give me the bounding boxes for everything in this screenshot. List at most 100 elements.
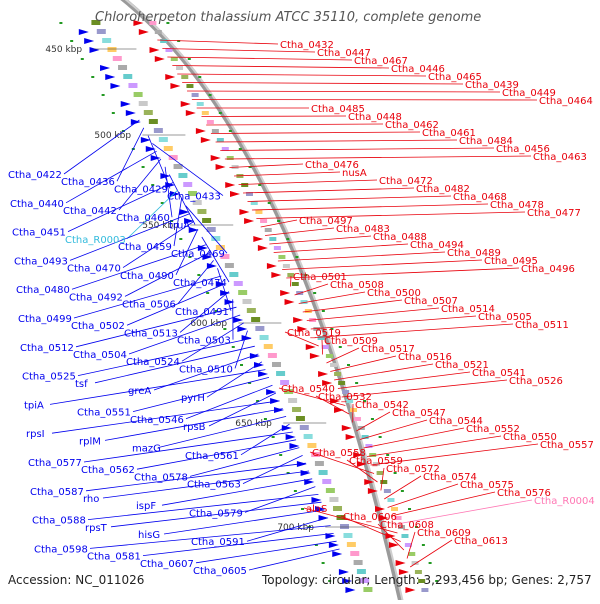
- gene-label-reverse[interactable]: Ctha_0598: [34, 544, 88, 555]
- gene-label-reverse[interactable]: Ctha_0459: [118, 242, 172, 253]
- leader-line: [265, 228, 334, 236]
- cog-category-block: [300, 425, 309, 430]
- gene-label-reverse[interactable]: tpiA: [24, 400, 44, 411]
- gene-label-reverse[interactable]: Ctha_0578: [134, 472, 188, 483]
- forward-gene-arrow: [244, 218, 254, 224]
- gene-label-reverse[interactable]: Ctha_0506: [122, 300, 176, 311]
- cog-category-block: [176, 66, 183, 70]
- cog-category-block: [276, 371, 285, 376]
- gene-label-reverse[interactable]: Ctha_0551: [77, 408, 131, 419]
- gene-label-forward[interactable]: Ctha_0477: [527, 208, 581, 219]
- gene-label-reverse[interactable]: mazG: [132, 444, 161, 455]
- forward-gene-arrow: [396, 560, 406, 566]
- gene-label-reverse[interactable]: Ctha_0513: [124, 328, 178, 339]
- gc-marker: [371, 418, 374, 420]
- reverse-gene-arrow: [131, 119, 141, 125]
- gene-label-reverse[interactable]: Ctha_0504: [73, 350, 127, 361]
- cog-category-block: [272, 362, 281, 367]
- gene-label-reverse[interactable]: Ctha_0524: [126, 357, 180, 368]
- gene-label-forward[interactable]: Ctha_0511: [515, 320, 569, 331]
- gene-label-reverse[interactable]: Ctha_0451: [12, 228, 66, 239]
- gene-label-reverse[interactable]: Ctha_0605: [193, 566, 247, 577]
- gene-label-reverse[interactable]: ispF: [136, 501, 156, 512]
- gene-label-reverse[interactable]: pyrH: [181, 393, 205, 404]
- cog-category-block: [387, 498, 394, 502]
- gene-label-reverse[interactable]: Ctha_0581: [87, 552, 141, 563]
- gc-marker: [279, 454, 282, 456]
- gene-label-forward[interactable]: Ctha_0526: [509, 376, 563, 387]
- gene-label-reverse[interactable]: rplM: [79, 436, 101, 447]
- cog-category-block: [292, 407, 301, 412]
- gene-label-reverse[interactable]: Ctha_0422: [8, 170, 62, 181]
- gene-label-reverse[interactable]: Ctha_0433: [167, 192, 221, 203]
- gene-label-reverse[interactable]: rpsI: [26, 429, 45, 440]
- gene-label-reverse[interactable]: Ctha_0440: [10, 199, 64, 210]
- gene-label-reverse[interactable]: Ctha_0579: [189, 508, 243, 519]
- leader-line: [211, 132, 420, 134]
- gene-label-reverse[interactable]: Ctha_0503: [177, 336, 231, 347]
- gene-label-reverse[interactable]: Ctha_0591: [191, 537, 245, 548]
- gene-label-reverse[interactable]: Ctha_0577: [28, 458, 82, 469]
- gene-label-reverse[interactable]: Ctha_0436: [61, 177, 115, 188]
- leader-line: [330, 356, 396, 372]
- gc-marker: [355, 382, 358, 384]
- gene-label-forward[interactable]: nusA: [342, 168, 367, 179]
- cog-category-block: [234, 281, 243, 286]
- gene-label-reverse[interactable]: Ctha_0607: [140, 559, 194, 570]
- gene-label-reverse[interactable]: rpsT: [85, 523, 108, 534]
- gene-label-forward[interactable]: Ctha_0557: [540, 440, 594, 451]
- gene-label-reverse[interactable]: Ctha_0562: [81, 465, 135, 476]
- gene-label-forward[interactable]: Ctha_0463: [533, 152, 587, 163]
- gc-marker: [112, 112, 115, 114]
- gene-label-reverse[interactable]: Ctha_0470: [67, 264, 121, 275]
- leader-line: [187, 91, 500, 92]
- cog-category-block: [384, 489, 391, 493]
- cog-category-block: [197, 102, 204, 106]
- gene-label-reverse[interactable]: truA: [169, 220, 190, 231]
- gene-label-reverse[interactable]: Ctha_0460: [116, 213, 170, 224]
- gene-label-reverse[interactable]: Ctha_0493: [14, 256, 68, 267]
- gene-label-forward[interactable]: Ctha_0464: [539, 96, 593, 107]
- cog-category-block: [343, 533, 352, 538]
- gene-label-forward[interactable]: Ctha_0613: [454, 536, 508, 547]
- gene-label-reverse[interactable]: rpsB: [183, 422, 206, 433]
- cog-category-block: [134, 92, 143, 97]
- cog-category-block: [264, 344, 273, 349]
- gene-label-reverse[interactable]: Ctha_0563: [187, 480, 241, 491]
- gene-label-forward[interactable]: Ctha_R0004: [534, 496, 595, 507]
- position-tick-label: 600 kbp: [190, 319, 227, 329]
- cog-category-block: [412, 561, 419, 565]
- reverse-gene-arrow: [329, 542, 339, 548]
- gene-label-reverse[interactable]: Ctha_0588: [32, 516, 86, 527]
- gene-label-reverse[interactable]: Ctha_0492: [69, 292, 123, 303]
- gene-label-reverse[interactable]: hisG: [138, 530, 160, 541]
- gene-label-reverse[interactable]: tsf: [75, 379, 88, 390]
- gene-label-reverse[interactable]: Ctha_0561: [185, 451, 239, 462]
- cog-category-block: [164, 146, 173, 151]
- leader-line: [225, 156, 531, 159]
- gene-label-reverse[interactable]: rho: [83, 494, 99, 505]
- gene-label-reverse[interactable]: Ctha_0491: [175, 307, 229, 318]
- leader-line: [388, 484, 458, 508]
- gene-label-reverse[interactable]: Ctha_0429: [114, 184, 168, 195]
- reverse-gene-arrow: [151, 155, 161, 161]
- gene-label-reverse[interactable]: greA: [128, 386, 151, 397]
- gene-label-forward[interactable]: Ctha_0496: [521, 264, 575, 275]
- gene-label-reverse[interactable]: Ctha_0469: [171, 249, 225, 260]
- gene-label-reverse[interactable]: Ctha_0474: [173, 278, 227, 289]
- gene-label-reverse[interactable]: Ctha_R0003: [65, 235, 126, 246]
- gene-label-reverse[interactable]: Ctha_0480: [16, 285, 70, 296]
- gene-label-reverse[interactable]: Ctha_0546: [130, 415, 184, 426]
- gene-label-reverse[interactable]: Ctha_0510: [179, 364, 233, 375]
- gene-label-reverse[interactable]: Ctha_0525: [22, 372, 76, 383]
- gc-marker: [322, 562, 325, 564]
- gene-label-reverse[interactable]: Ctha_0512: [20, 343, 74, 354]
- gene-label-reverse[interactable]: Ctha_0442: [63, 206, 117, 217]
- gene-label-reverse[interactable]: Ctha_0490: [120, 271, 174, 282]
- gene-label-reverse[interactable]: Ctha_0587: [30, 487, 84, 498]
- forward-gene-arrow: [306, 344, 316, 350]
- gene-label-reverse[interactable]: Ctha_0502: [71, 321, 125, 332]
- gene-label-forward[interactable]: alaS: [306, 504, 327, 515]
- gene-label-reverse[interactable]: Ctha_0499: [18, 314, 72, 325]
